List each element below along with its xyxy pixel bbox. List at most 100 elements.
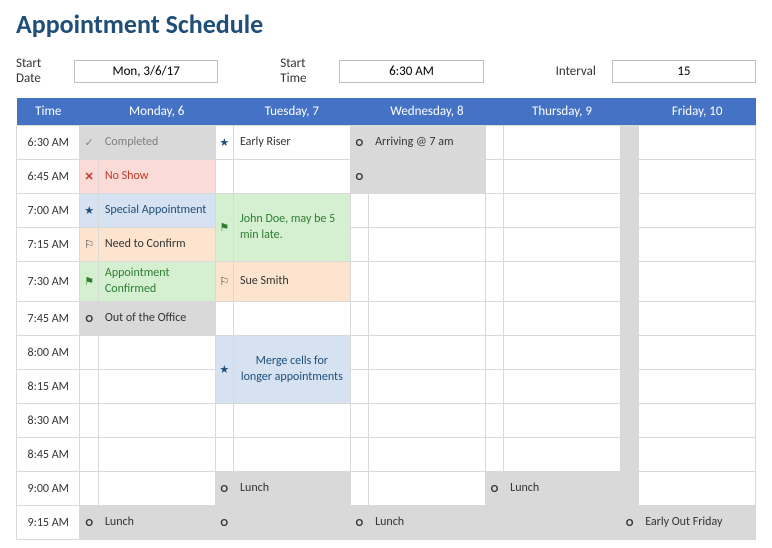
icon-cell[interactable] <box>620 160 638 194</box>
content-cell[interactable] <box>98 472 215 506</box>
content-cell[interactable] <box>504 404 621 438</box>
icon-cell[interactable] <box>350 302 368 336</box>
icon-cell[interactable] <box>80 370 98 404</box>
icon-cell[interactable] <box>350 262 368 302</box>
content-cell[interactable] <box>504 160 621 194</box>
content-cell[interactable]: Completed <box>98 126 215 160</box>
content-cell[interactable] <box>639 472 756 506</box>
content-cell[interactable] <box>504 228 621 262</box>
icon-cell[interactable] <box>620 126 638 160</box>
icon-cell[interactable] <box>485 262 503 302</box>
icon-cell[interactable]: O <box>215 472 233 506</box>
content-cell[interactable]: Sue Smith <box>233 262 350 302</box>
content-cell[interactable] <box>369 404 486 438</box>
content-cell[interactable] <box>369 336 486 370</box>
icon-cell[interactable] <box>485 302 503 336</box>
content-cell[interactable] <box>98 370 215 404</box>
content-cell[interactable]: John Doe, may be 5 min late. <box>233 194 350 262</box>
icon-cell[interactable] <box>215 160 233 194</box>
icon-cell[interactable]: O <box>350 506 368 540</box>
icon-cell[interactable]: ★ <box>80 194 98 228</box>
icon-cell[interactable] <box>485 506 503 540</box>
content-cell[interactable]: Lunch <box>504 472 621 506</box>
content-cell[interactable] <box>98 336 215 370</box>
content-cell[interactable] <box>639 194 756 228</box>
icon-cell[interactable] <box>215 404 233 438</box>
icon-cell[interactable]: ★ <box>215 126 233 160</box>
icon-cell[interactable]: ⚐ <box>215 262 233 302</box>
content-cell[interactable]: Lunch <box>98 506 215 540</box>
content-cell[interactable]: No Show <box>98 160 215 194</box>
content-cell[interactable]: Merge cells for longer appointments <box>233 336 350 404</box>
icon-cell[interactable] <box>485 228 503 262</box>
content-cell[interactable] <box>369 228 486 262</box>
content-cell[interactable] <box>233 404 350 438</box>
icon-cell[interactable]: O <box>350 126 368 160</box>
content-cell[interactable] <box>504 370 621 404</box>
content-cell[interactable] <box>504 438 621 472</box>
icon-cell[interactable] <box>80 438 98 472</box>
icon-cell[interactable] <box>350 336 368 370</box>
icon-cell[interactable] <box>350 370 368 404</box>
content-cell[interactable] <box>233 302 350 336</box>
content-cell[interactable] <box>233 160 350 194</box>
content-cell[interactable]: Out of the Office <box>98 302 215 336</box>
content-cell[interactable]: Early Out Friday <box>639 506 756 540</box>
content-cell[interactable] <box>369 370 486 404</box>
icon-cell[interactable] <box>620 472 638 506</box>
content-cell[interactable]: Special Appointment <box>98 194 215 228</box>
icon-cell[interactable]: ⚐ <box>80 228 98 262</box>
content-cell[interactable] <box>639 160 756 194</box>
content-cell[interactable]: Lunch <box>369 506 486 540</box>
icon-cell[interactable]: O <box>215 506 233 540</box>
icon-cell[interactable] <box>80 404 98 438</box>
content-cell[interactable] <box>639 302 756 336</box>
icon-cell[interactable]: O <box>350 160 368 194</box>
content-cell[interactable] <box>98 438 215 472</box>
icon-cell[interactable] <box>485 438 503 472</box>
icon-cell[interactable]: O <box>80 302 98 336</box>
content-cell[interactable] <box>369 262 486 302</box>
content-cell[interactable] <box>504 336 621 370</box>
icon-cell[interactable]: ✕ <box>80 160 98 194</box>
icon-cell[interactable] <box>620 302 638 336</box>
content-cell[interactable] <box>639 438 756 472</box>
content-cell[interactable]: Lunch <box>233 472 350 506</box>
content-cell[interactable] <box>233 506 350 540</box>
icon-cell[interactable]: O <box>485 472 503 506</box>
content-cell[interactable] <box>639 370 756 404</box>
icon-cell[interactable] <box>485 336 503 370</box>
content-cell[interactable] <box>369 438 486 472</box>
content-cell[interactable] <box>639 126 756 160</box>
content-cell[interactable] <box>639 262 756 302</box>
content-cell[interactable] <box>369 194 486 228</box>
content-cell[interactable] <box>504 262 621 302</box>
content-cell[interactable] <box>233 438 350 472</box>
content-cell[interactable] <box>369 472 486 506</box>
icon-cell[interactable] <box>620 404 638 438</box>
content-cell[interactable] <box>504 302 621 336</box>
icon-cell[interactable] <box>620 438 638 472</box>
content-cell[interactable]: Appointment Confirmed <box>98 262 215 302</box>
icon-cell[interactable] <box>350 404 368 438</box>
icon-cell[interactable]: ⚑ <box>215 194 233 262</box>
icon-cell[interactable] <box>485 404 503 438</box>
content-cell[interactable]: Arriving @ 7 am <box>369 126 486 160</box>
icon-cell[interactable]: ✓ <box>80 126 98 160</box>
icon-cell[interactable] <box>485 194 503 228</box>
icon-cell[interactable] <box>485 126 503 160</box>
content-cell[interactable] <box>98 404 215 438</box>
icon-cell[interactable]: O <box>620 506 638 540</box>
content-cell[interactable] <box>369 160 486 194</box>
icon-cell[interactable] <box>620 370 638 404</box>
icon-cell[interactable] <box>350 228 368 262</box>
icon-cell[interactable] <box>485 160 503 194</box>
content-cell[interactable] <box>639 228 756 262</box>
content-cell[interactable]: Early Riser <box>233 126 350 160</box>
icon-cell[interactable] <box>215 438 233 472</box>
icon-cell[interactable]: ★ <box>215 336 233 404</box>
start-time-input[interactable] <box>339 60 483 83</box>
content-cell[interactable]: Need to Confirm <box>98 228 215 262</box>
content-cell[interactable] <box>504 194 621 228</box>
icon-cell[interactable] <box>350 194 368 228</box>
